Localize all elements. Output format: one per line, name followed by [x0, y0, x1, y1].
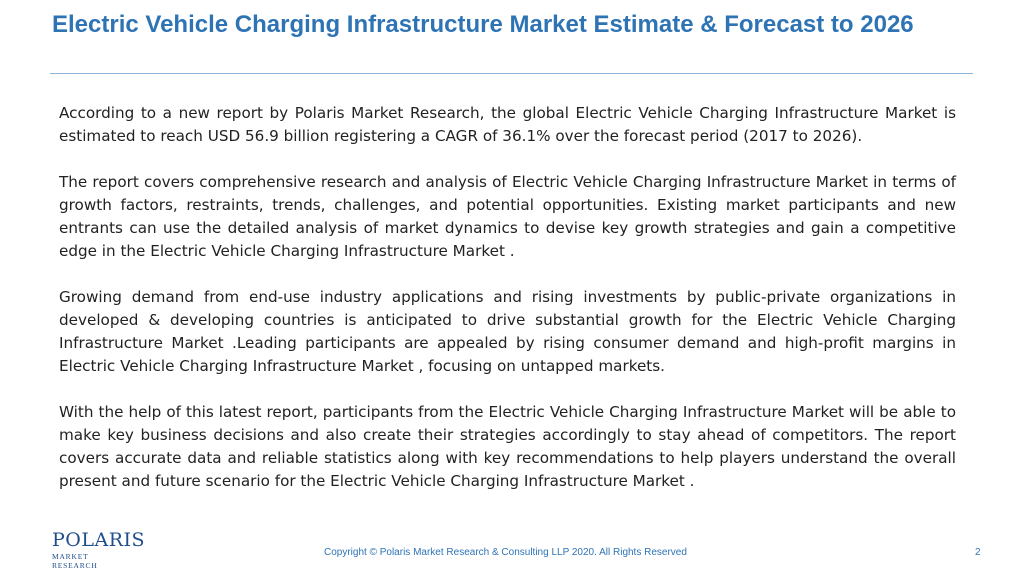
title-divider: [50, 73, 973, 74]
body-text: According to a new report by Polaris Mar…: [59, 102, 956, 516]
paragraph-intro: According to a new report by Polaris Mar…: [59, 104, 956, 145]
logo-tagline: MARKET RESEARCH: [52, 552, 98, 570]
paragraph-coverage: The report covers comprehensive research…: [59, 173, 956, 260]
page-number: 2: [975, 547, 981, 558]
paragraph-benefits: With the help of this latest report, par…: [59, 403, 956, 490]
polaris-logo: POLARIS MARKET RESEARCH: [52, 529, 146, 571]
paragraph-growth: Growing demand from end-use industry app…: [59, 288, 956, 375]
slide-title: Electric Vehicle Charging Infrastructure…: [52, 11, 914, 38]
logo-wordmark: POLARIS: [52, 529, 146, 551]
copyright-notice: Copyright © Polaris Market Research & Co…: [324, 547, 687, 558]
